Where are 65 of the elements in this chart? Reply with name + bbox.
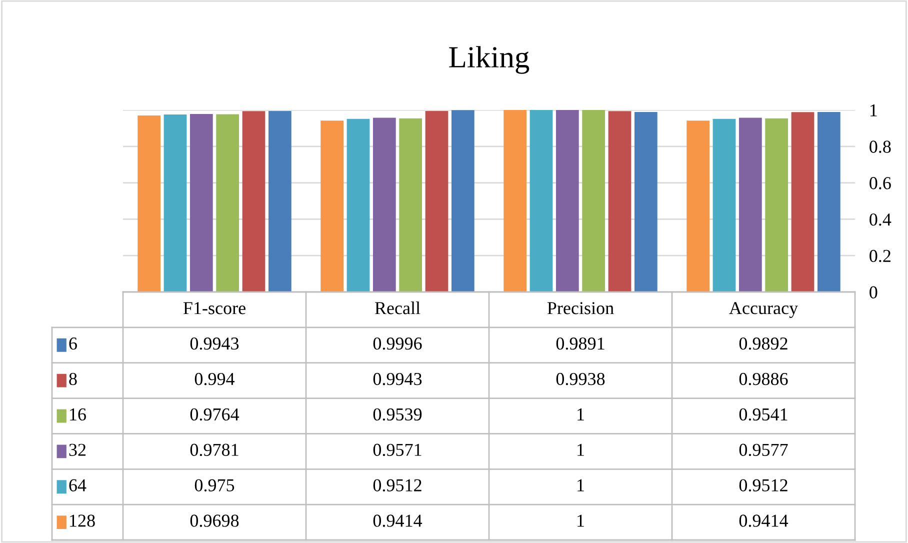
data-label: 0.9512 — [373, 479, 422, 492]
bar — [346, 118, 370, 292]
data-label: 0.9539 — [373, 408, 422, 421]
x-tick-label: Recall — [374, 302, 420, 314]
data-label: 0.9698 — [190, 514, 239, 527]
x-tick-label: Precision — [547, 302, 614, 314]
legend-label: 128 — [70, 514, 95, 527]
data-label: 0.9512 — [739, 479, 788, 492]
data-label: 1 — [578, 479, 584, 492]
bar — [164, 114, 187, 292]
bar — [372, 118, 396, 292]
data-label: 0.9892 — [739, 337, 788, 350]
data-label: 0.9943 — [190, 337, 239, 350]
data-label: 0.9938 — [556, 372, 605, 386]
bar — [320, 120, 344, 292]
legend-label: 6 — [69, 338, 77, 350]
legend-label: 8 — [69, 372, 77, 386]
bar — [712, 118, 736, 292]
bar — [242, 111, 266, 292]
data-label: 0.9781 — [190, 444, 238, 456]
data-label: 0.9764 — [190, 408, 240, 421]
bar — [738, 118, 762, 292]
bar — [138, 115, 161, 292]
legend-label: 64 — [69, 479, 86, 492]
bar — [268, 111, 292, 292]
bar — [686, 120, 710, 292]
data-label: 0.9886 — [739, 372, 788, 386]
x-tick-label: Accuracy — [729, 302, 798, 318]
bar — [634, 112, 658, 292]
data-label: 0.9571 — [373, 444, 422, 456]
bar — [765, 118, 788, 292]
data-label: 0.975 — [194, 479, 234, 492]
bar — [504, 110, 527, 292]
chart-title: Liking — [449, 46, 530, 74]
data-label: 1 — [578, 444, 584, 456]
data-label: 0.9541 — [739, 408, 788, 421]
data-label: 0.9943 — [373, 372, 422, 386]
legend-label: 32 — [69, 444, 86, 456]
bar — [425, 111, 448, 292]
bar — [216, 114, 240, 292]
y-tick-label: 0.4 — [870, 213, 892, 226]
data-label: 0.9414 — [373, 514, 422, 527]
bar — [451, 110, 474, 292]
bar — [817, 112, 840, 292]
data-label: 0.994 — [194, 372, 235, 386]
y-tick-label: 0.2 — [870, 250, 890, 262]
bar — [530, 110, 553, 292]
bar — [791, 112, 814, 292]
bar — [190, 114, 213, 292]
y-tick-label: 0.8 — [870, 140, 891, 153]
legend-label: 16 — [70, 408, 86, 421]
bar — [582, 110, 606, 292]
bar — [399, 118, 422, 292]
bar — [556, 110, 579, 292]
data-label: 0.9996 — [373, 337, 422, 350]
x-tick-label: F1-score — [183, 302, 246, 314]
data-label: 0.9891 — [556, 337, 604, 350]
data-label: 1 — [578, 408, 584, 420]
y-tick-label: 1 — [870, 104, 877, 116]
y-tick-label: 0 — [870, 286, 878, 298]
bar — [608, 111, 632, 292]
y-tick-label: 0.6 — [870, 177, 891, 190]
data-label: 1 — [578, 514, 584, 527]
data-label: 0.9414 — [739, 514, 788, 527]
data-label: 0.9577 — [739, 444, 788, 456]
